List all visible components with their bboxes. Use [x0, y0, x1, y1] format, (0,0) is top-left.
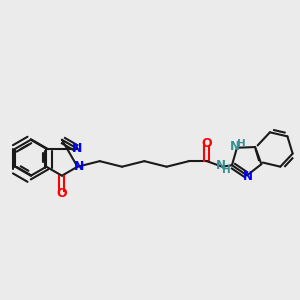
Text: N: N	[216, 159, 226, 172]
Text: O: O	[201, 137, 212, 150]
Text: N: N	[230, 140, 240, 153]
Text: N: N	[72, 142, 82, 155]
Text: N: N	[243, 170, 253, 183]
Text: N: N	[74, 160, 84, 173]
Text: H: H	[222, 165, 231, 175]
Text: H: H	[237, 139, 246, 149]
Text: O: O	[57, 187, 67, 200]
